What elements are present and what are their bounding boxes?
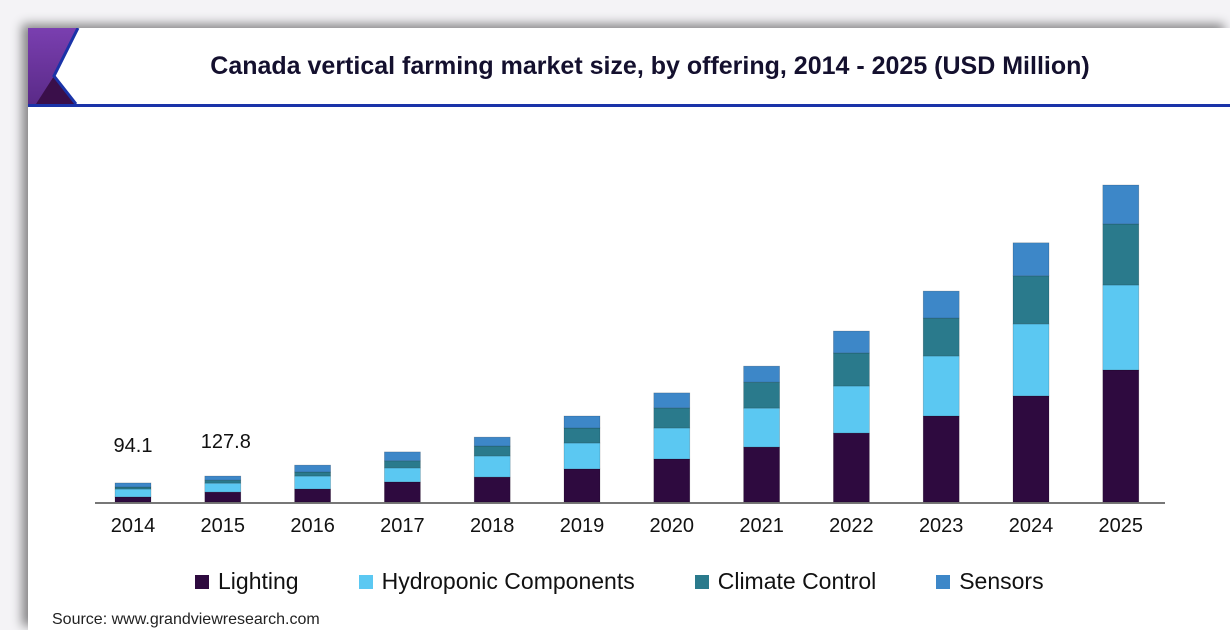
bar-lighting-2022 — [833, 432, 870, 503]
bar-climate-control-2016 — [294, 471, 331, 477]
bar-hydroponic-components-2015 — [204, 482, 242, 493]
legend-item: Climate Control — [694, 568, 877, 595]
legend-label: Sensors — [959, 568, 1044, 594]
bar-hydroponic-components-2021 — [743, 407, 780, 448]
legend-swatch — [195, 574, 209, 589]
legend-item: Lighting — [195, 568, 299, 595]
bar-climate-control-2022 — [833, 352, 870, 387]
bar-lighting-2024 — [1012, 395, 1050, 503]
bar-sensors-2015 — [204, 475, 242, 481]
legend-swatch — [936, 574, 951, 589]
bar-hydroponic-components-2025 — [1102, 284, 1140, 371]
bar-sensors-2017 — [384, 451, 421, 462]
bar-sensors-2020 — [653, 392, 691, 409]
bar-climate-control-2020 — [653, 407, 691, 429]
bar-hydroponic-components-2024 — [1012, 323, 1050, 397]
legend-item: Sensors — [936, 568, 1044, 595]
data-label: 94.1 — [114, 435, 153, 457]
chart-title: Canada vertical farming market size, by … — [210, 52, 1090, 80]
bar-sensors-2016 — [294, 464, 331, 473]
bar-hydroponic-components-2017 — [384, 467, 421, 483]
bar-lighting-2014 — [114, 496, 152, 503]
legend-label: Hydroponic Components — [381, 568, 635, 594]
bar-hydroponic-components-2023 — [922, 355, 960, 417]
bar-hydroponic-components-2018 — [473, 455, 511, 478]
bar-hydroponic-components-2020 — [653, 427, 691, 460]
bar-sensors-2019 — [563, 415, 601, 429]
x-tick-label: 2016 — [290, 515, 335, 537]
bar-lighting-2021 — [743, 446, 780, 503]
bar-lighting-2016 — [294, 488, 331, 503]
bar-climate-control-2015 — [204, 479, 242, 484]
bar-climate-control-2025 — [1102, 223, 1140, 286]
bar-hydroponic-components-2019 — [563, 442, 601, 470]
source-text: Source: www.grandviewresearch.com — [52, 611, 320, 628]
bar-climate-control-2024 — [1012, 275, 1050, 325]
bar-climate-control-2021 — [743, 381, 780, 409]
x-tick-label: 2020 — [650, 515, 695, 537]
bar-lighting-2017 — [384, 481, 421, 503]
x-tick-label: 2014 — [111, 515, 156, 537]
x-tick-label: 2023 — [919, 515, 964, 537]
bar-sensors-2023 — [922, 290, 960, 319]
x-tick-label: 2015 — [201, 515, 246, 537]
bar-hydroponic-components-2016 — [294, 475, 331, 490]
legend-label: Climate Control — [717, 568, 877, 594]
header-decoration — [28, 28, 80, 105]
bar-lighting-2015 — [204, 491, 242, 503]
bar-sensors-2024 — [1012, 242, 1050, 277]
bar-lighting-2025 — [1102, 369, 1140, 503]
bar-climate-control-2017 — [384, 460, 421, 469]
legend-label: Lighting — [218, 568, 299, 594]
bar-hydroponic-components-2022 — [833, 385, 870, 434]
legend-swatch — [694, 574, 709, 589]
bar-lighting-2019 — [563, 468, 601, 503]
bar-sensors-2018 — [473, 436, 511, 447]
x-tick-label: 2021 — [739, 515, 784, 537]
bar-sensors-2014 — [114, 482, 152, 488]
x-tick-label: 2017 — [380, 515, 425, 537]
bar-hydroponic-components-2014 — [114, 488, 152, 498]
bar-lighting-2020 — [653, 458, 691, 503]
bar-sensors-2025 — [1102, 184, 1140, 225]
bar-climate-control-2018 — [473, 445, 511, 457]
bar-sensors-2022 — [833, 330, 870, 354]
bar-climate-control-2014 — [114, 486, 152, 490]
legend-item: Hydroponic Components — [358, 568, 635, 595]
x-tick-label: 2022 — [829, 515, 874, 537]
x-tick-label: 2024 — [1009, 515, 1054, 537]
legend-swatch — [358, 574, 373, 589]
header-bar — [28, 28, 1230, 107]
legend: Lighting Hydroponic Components Climate Con… — [195, 568, 1044, 595]
x-tick-label: 2018 — [470, 515, 515, 537]
bar-climate-control-2019 — [563, 427, 601, 444]
bar-climate-control-2023 — [922, 317, 960, 357]
bar-lighting-2018 — [473, 476, 511, 503]
bar-sensors-2021 — [743, 365, 780, 383]
bar-lighting-2023 — [922, 415, 960, 503]
data-label: 127.8 — [201, 431, 251, 453]
x-tick-label: 2025 — [1099, 515, 1144, 537]
x-tick-label: 2019 — [560, 515, 605, 537]
